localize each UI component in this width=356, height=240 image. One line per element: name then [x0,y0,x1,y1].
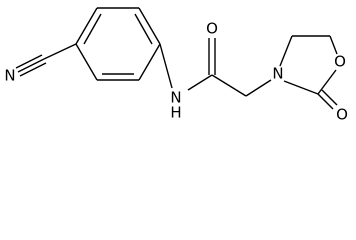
atom-label: O [336,106,348,124]
atom-label: O [334,53,346,71]
bond [138,7,161,45]
bond [279,35,293,67]
bond [138,43,161,81]
atom-hydrogen: H [170,104,181,122]
bond [187,74,213,91]
structure-diagram: N N H O N O O [4,7,348,124]
bond [159,43,173,89]
bond [134,13,153,45]
bond [211,74,247,97]
bond [245,79,272,97]
bond [15,54,43,69]
bond [43,43,77,60]
atom-label: N [4,67,15,85]
atom-label: N [170,89,181,107]
bond [283,80,319,95]
bond [329,35,338,55]
bond [317,69,337,95]
bond [75,7,98,45]
atom-label: N [272,65,283,83]
bond [321,89,338,106]
bond [17,58,45,73]
bond [83,13,102,45]
bond [19,62,47,77]
bonds [15,7,338,110]
bond [75,43,98,81]
atom-label: O [206,20,218,38]
bond [317,93,334,110]
